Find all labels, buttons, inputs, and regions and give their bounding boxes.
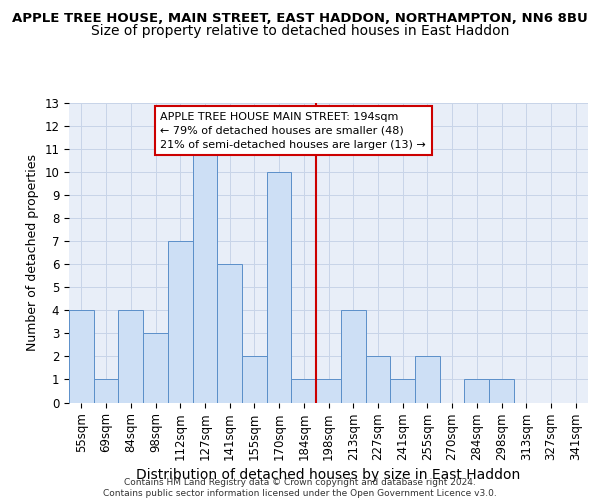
Bar [316,380,341,402]
Text: APPLE TREE HOUSE, MAIN STREET, EAST HADDON, NORTHAMPTON, NN6 8BU: APPLE TREE HOUSE, MAIN STREET, EAST HADD… [12,12,588,26]
Bar [168,241,193,402]
Bar [341,310,365,402]
X-axis label: Distribution of detached houses by size in East Haddon: Distribution of detached houses by size … [136,468,521,482]
Bar [242,356,267,403]
Bar [489,380,514,402]
Text: APPLE TREE HOUSE MAIN STREET: 194sqm
← 79% of detached houses are smaller (48)
2: APPLE TREE HOUSE MAIN STREET: 194sqm ← 7… [160,112,426,150]
Bar [118,310,143,402]
Bar [217,264,242,402]
Bar [94,380,118,402]
Bar [143,334,168,402]
Bar [390,380,415,402]
Text: Contains HM Land Registry data © Crown copyright and database right 2024.
Contai: Contains HM Land Registry data © Crown c… [103,478,497,498]
Text: Size of property relative to detached houses in East Haddon: Size of property relative to detached ho… [91,24,509,38]
Bar [193,148,217,402]
Bar [69,310,94,402]
Bar [292,380,316,402]
Y-axis label: Number of detached properties: Number of detached properties [26,154,39,351]
Bar [464,380,489,402]
Bar [365,356,390,403]
Bar [415,356,440,403]
Bar [267,172,292,402]
